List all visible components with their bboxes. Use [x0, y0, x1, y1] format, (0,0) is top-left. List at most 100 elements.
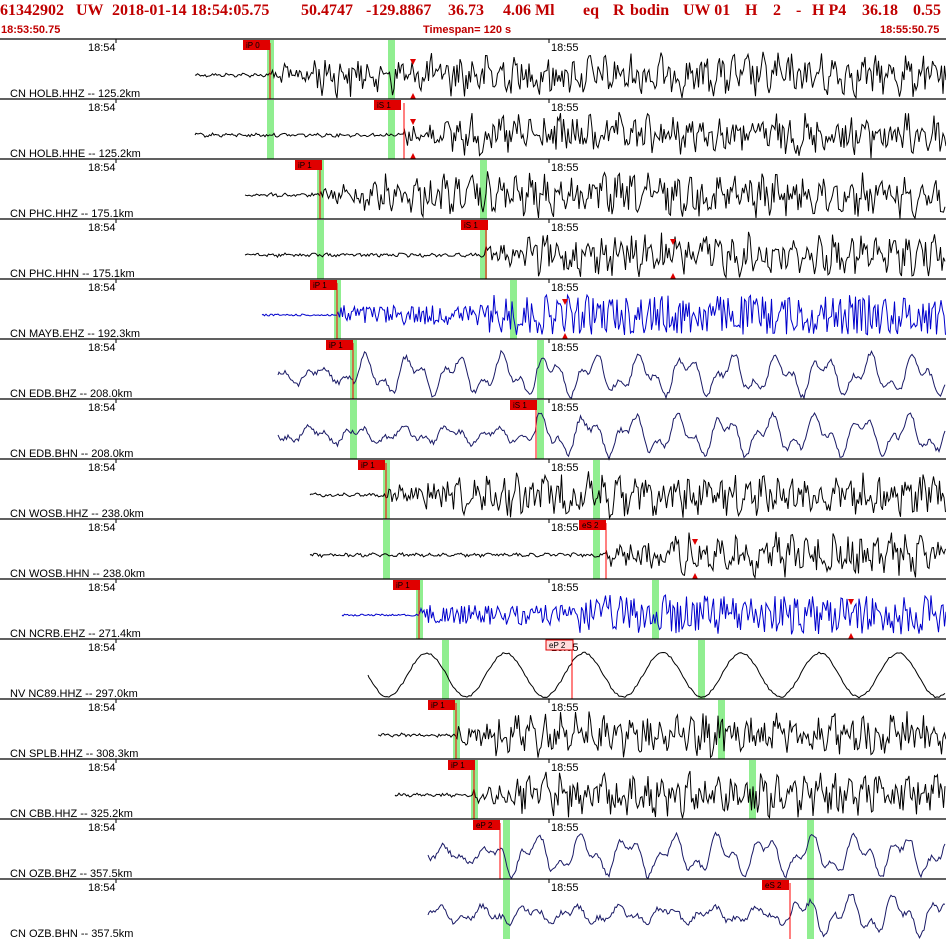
phase-pick-flag[interactable]	[473, 820, 500, 830]
minute-label: 18:55	[551, 102, 579, 114]
arrival-window-band	[383, 520, 390, 579]
minute-label: 18:55	[551, 822, 579, 834]
phase-pick-label: iP 1	[396, 581, 410, 590]
event-value1: 36.18	[862, 2, 898, 19]
arrival-marker-icon	[562, 299, 568, 305]
phase-pick-flag[interactable]	[428, 700, 455, 710]
minute-label: 18:54	[88, 822, 116, 834]
channel-row[interactable]: 18:54 18:55 iS 1 CN PHC.HHN -- 175.1km	[0, 218, 946, 280]
arrival-window-band	[503, 880, 510, 939]
minute-label: 18:55	[551, 702, 579, 714]
arrival-marker-icon	[410, 119, 416, 125]
minute-label: 18:55	[551, 462, 579, 474]
channel-row[interactable]: 18:54 18:55 iP 1 CN NCRB.EHZ -- 271.4km	[0, 578, 946, 640]
arrival-window-band	[593, 520, 600, 579]
channel-row[interactable]: 18:54 18:55 iP 1 CN SPLB.HHZ -- 308.3km	[0, 698, 946, 760]
minute-label: 18:54	[88, 282, 116, 294]
phase-pick-flag[interactable]	[393, 580, 420, 590]
phase-pick-flag[interactable]	[310, 280, 337, 290]
phase-pick-flag[interactable]	[326, 340, 353, 350]
channel-row[interactable]: 18:54 18:55 eP 2 CN OZB.BHZ -- 357.5km	[0, 818, 946, 880]
channel-row[interactable]: 18:54 18:55 iP 1 CN EDB.BHZ -- 208.0km	[0, 338, 946, 400]
minute-label: 18:54	[88, 162, 116, 174]
event-hp: H P4	[812, 2, 847, 19]
minute-label: 18:54	[88, 882, 116, 894]
phase-pick-flag[interactable]	[461, 220, 488, 230]
minute-label: 18:55	[551, 882, 579, 894]
channel-row[interactable]: 18:54 18:55 iP 0 CN HOLB.HHZ -- 125.2km	[0, 38, 946, 100]
phase-pick-label: iS 1	[464, 221, 478, 230]
event-magnitude: 4.06 Ml	[503, 2, 555, 19]
arrival-marker-icon	[410, 153, 416, 159]
phase-pick-label: iP 1	[298, 161, 312, 170]
minute-label: 18:55	[551, 582, 579, 594]
waveform-trace	[427, 831, 946, 880]
waveform-trace	[194, 51, 946, 100]
phase-pick-flag[interactable]	[510, 400, 537, 410]
phase-pick-flag[interactable]	[295, 160, 322, 170]
arrival-window-band	[350, 400, 357, 459]
arrival-marker-icon	[410, 93, 416, 99]
waveform-trace	[341, 594, 946, 635]
channel-row[interactable]: 18:54 18:55 eS 2 CN OZB.BHN -- 357.5km	[0, 878, 946, 940]
channel-row[interactable]: 18:54 18:55 iS 1 CN HOLB.HHE -- 125.2km	[0, 98, 946, 160]
waveform-trace	[261, 293, 946, 336]
waveform-trace	[244, 231, 946, 279]
event-source: UW 01	[683, 2, 731, 19]
channel-label: NV NC89.HHZ -- 297.0km	[10, 688, 138, 700]
arrival-window-band	[537, 340, 544, 399]
phase-pick-label: eS 2	[582, 521, 599, 530]
minute-label: 18:55	[551, 162, 579, 174]
arrival-window-band	[480, 160, 487, 219]
arrival-marker-icon	[848, 633, 854, 639]
minute-label: 18:54	[88, 702, 116, 714]
phase-pick-label: iP 1	[329, 341, 343, 350]
phase-pick-flag[interactable]	[358, 460, 385, 470]
event-datetime: 2018-01-14 18:54:05.75	[112, 2, 270, 19]
event-id: 61342902	[0, 2, 64, 19]
phase-pick-flag[interactable]	[545, 639, 574, 651]
arrival-window-band	[442, 640, 449, 699]
phase-pick-flag[interactable]	[448, 760, 475, 770]
channel-label: CN CBB.HHZ -- 325.2km	[10, 808, 133, 820]
minute-label: 18:55	[551, 282, 579, 294]
event-version: 2	[773, 2, 781, 19]
event-flag: H	[745, 2, 758, 19]
phase-pick-flag[interactable]	[374, 100, 401, 110]
minute-label: 18:54	[88, 582, 116, 594]
phase-pick-flag[interactable]	[243, 40, 270, 50]
channel-label: CN HOLB.HHZ -- 125.2km	[10, 88, 140, 100]
minute-label: 18:55	[551, 222, 579, 234]
channel-row[interactable]: 18:54 18:55 iP 1 CN WOSB.HHZ -- 238.0km	[0, 458, 946, 521]
waveform-trace	[309, 531, 946, 580]
event-dash: -	[796, 2, 802, 19]
minute-label: 18:55	[551, 342, 579, 354]
phase-pick-flag[interactable]	[762, 880, 789, 890]
phase-pick-label: eS 2	[765, 881, 782, 890]
minute-label: 18:54	[88, 222, 116, 234]
arrival-marker-icon	[670, 239, 676, 245]
channel-row[interactable]: 18:54 18:55 iP 1 CN PHC.HHZ -- 175.1km	[0, 158, 946, 220]
channel-row[interactable]: 18:54 18:55 iS 1 CN EDB.BHN -- 208.0km	[0, 398, 946, 461]
minute-label: 18:55	[551, 522, 579, 534]
time-window-bar: 18:53:50.75 Timespan= 120 s 18:55:50.75	[0, 24, 946, 38]
waveform-trace	[244, 171, 946, 220]
minute-label: 18:54	[88, 642, 116, 654]
window-start-time: 18:53:50.75	[1, 24, 61, 36]
arrival-window-band	[388, 40, 395, 99]
arrival-window-band	[652, 580, 659, 639]
waveform-trace	[394, 770, 946, 820]
arrival-marker-icon	[410, 59, 416, 65]
event-summary-header: 61342902 UW 2018-01-14 18:54:05.75 50.47…	[0, 0, 946, 24]
minute-label: 18:54	[88, 342, 116, 354]
minute-label: 18:55	[551, 42, 579, 54]
arrival-window-band	[537, 400, 544, 459]
channel-row[interactable]: 18:54 18:55 iP 1 CN CBB.HHZ -- 325.2km	[0, 758, 946, 820]
channel-row[interactable]: 18:54 18:55 eS 2 CN WOSB.HHN -- 238.0km	[0, 518, 946, 580]
channel-row[interactable]: 18:54 18:55 iP 1 CN MAYB.EHZ -- 192.3km	[0, 278, 946, 340]
channel-label: CN MAYB.EHZ -- 192.3km	[10, 328, 140, 340]
arrival-window-band	[593, 460, 600, 519]
phase-pick-flag[interactable]	[579, 520, 606, 530]
